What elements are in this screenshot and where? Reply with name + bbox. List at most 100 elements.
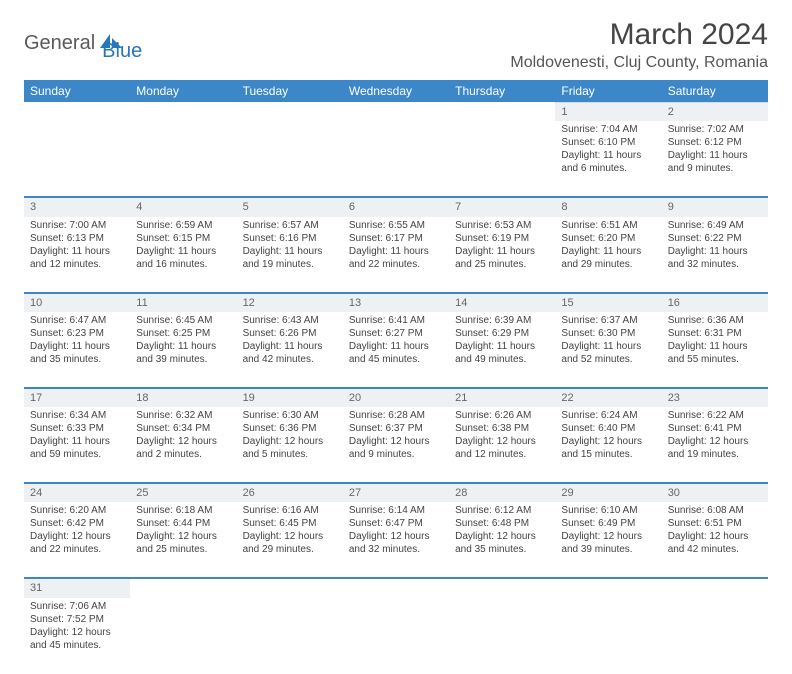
day-number-cell <box>343 578 449 597</box>
day-content-cell: Sunrise: 6:49 AMSunset: 6:22 PMDaylight:… <box>662 217 768 293</box>
daylight-text: Daylight: 11 hours and 45 minutes. <box>349 340 443 366</box>
daynum-row: 3456789 <box>24 197 768 216</box>
day-content-cell: Sunrise: 6:30 AMSunset: 6:36 PMDaylight:… <box>237 407 343 483</box>
day-number-cell: 18 <box>130 388 236 407</box>
weekday-header: Thursday <box>449 80 555 103</box>
daylight-text: Daylight: 11 hours and 19 minutes. <box>243 245 337 271</box>
day-number-cell: 13 <box>343 293 449 312</box>
sunset-text: Sunset: 6:42 PM <box>30 517 124 530</box>
day-number-cell <box>555 578 661 597</box>
day-content-cell: Sunrise: 6:14 AMSunset: 6:47 PMDaylight:… <box>343 502 449 578</box>
day-content-cell: Sunrise: 6:32 AMSunset: 6:34 PMDaylight:… <box>130 407 236 483</box>
page-header: General Blue March 2024 Moldovenesti, Cl… <box>24 18 768 72</box>
day-content-cell: Sunrise: 7:02 AMSunset: 6:12 PMDaylight:… <box>662 121 768 197</box>
day-content-cell: Sunrise: 6:55 AMSunset: 6:17 PMDaylight:… <box>343 217 449 293</box>
day-content-cell <box>130 598 236 674</box>
sunrise-text: Sunrise: 6:45 AM <box>136 314 230 327</box>
sunset-text: Sunset: 6:27 PM <box>349 327 443 340</box>
daylight-text: Daylight: 12 hours and 32 minutes. <box>349 530 443 556</box>
daynum-row: 31 <box>24 578 768 597</box>
day-content-cell: Sunrise: 6:22 AMSunset: 6:41 PMDaylight:… <box>662 407 768 483</box>
sunset-text: Sunset: 6:40 PM <box>561 422 655 435</box>
content-row: Sunrise: 6:20 AMSunset: 6:42 PMDaylight:… <box>24 502 768 578</box>
daylight-text: Daylight: 11 hours and 32 minutes. <box>668 245 762 271</box>
day-content-cell: Sunrise: 6:10 AMSunset: 6:49 PMDaylight:… <box>555 502 661 578</box>
day-number-cell: 31 <box>24 578 130 597</box>
day-content-cell: Sunrise: 6:47 AMSunset: 6:23 PMDaylight:… <box>24 312 130 388</box>
day-number-cell: 7 <box>449 197 555 216</box>
day-content-cell: Sunrise: 6:08 AMSunset: 6:51 PMDaylight:… <box>662 502 768 578</box>
daylight-text: Daylight: 11 hours and 49 minutes. <box>455 340 549 366</box>
sunset-text: Sunset: 6:23 PM <box>30 327 124 340</box>
daylight-text: Daylight: 11 hours and 29 minutes. <box>561 245 655 271</box>
sunrise-text: Sunrise: 6:36 AM <box>668 314 762 327</box>
day-content-cell: Sunrise: 6:24 AMSunset: 6:40 PMDaylight:… <box>555 407 661 483</box>
day-content-cell: Sunrise: 6:41 AMSunset: 6:27 PMDaylight:… <box>343 312 449 388</box>
sunrise-text: Sunrise: 6:12 AM <box>455 504 549 517</box>
sunrise-text: Sunrise: 6:28 AM <box>349 409 443 422</box>
day-content-cell: Sunrise: 6:43 AMSunset: 6:26 PMDaylight:… <box>237 312 343 388</box>
sunset-text: Sunset: 6:47 PM <box>349 517 443 530</box>
sunset-text: Sunset: 6:29 PM <box>455 327 549 340</box>
day-number-cell: 22 <box>555 388 661 407</box>
day-number-cell <box>130 578 236 597</box>
day-number-cell: 17 <box>24 388 130 407</box>
day-number-cell: 29 <box>555 483 661 502</box>
sunrise-text: Sunrise: 6:41 AM <box>349 314 443 327</box>
sunrise-text: Sunrise: 7:04 AM <box>561 123 655 136</box>
sunset-text: Sunset: 6:45 PM <box>243 517 337 530</box>
daylight-text: Daylight: 11 hours and 59 minutes. <box>30 435 124 461</box>
sunrise-text: Sunrise: 7:00 AM <box>30 219 124 232</box>
sunset-text: Sunset: 6:22 PM <box>668 232 762 245</box>
day-number-cell: 11 <box>130 293 236 312</box>
day-content-cell: Sunrise: 6:37 AMSunset: 6:30 PMDaylight:… <box>555 312 661 388</box>
daylight-text: Daylight: 12 hours and 45 minutes. <box>30 626 124 652</box>
day-number-cell: 8 <box>555 197 661 216</box>
day-number-cell: 20 <box>343 388 449 407</box>
weekday-header: Wednesday <box>343 80 449 103</box>
sunrise-text: Sunrise: 6:16 AM <box>243 504 337 517</box>
day-content-cell: Sunrise: 7:06 AMSunset: 7:52 PMDaylight:… <box>24 598 130 674</box>
day-number-cell: 3 <box>24 197 130 216</box>
sunset-text: Sunset: 6:33 PM <box>30 422 124 435</box>
sunset-text: Sunset: 6:31 PM <box>668 327 762 340</box>
day-content-cell: Sunrise: 6:26 AMSunset: 6:38 PMDaylight:… <box>449 407 555 483</box>
day-content-cell <box>24 121 130 197</box>
sunrise-text: Sunrise: 6:39 AM <box>455 314 549 327</box>
day-number-cell <box>24 103 130 122</box>
daylight-text: Daylight: 11 hours and 12 minutes. <box>30 245 124 271</box>
weekday-header: Monday <box>130 80 236 103</box>
weekday-header-row: SundayMondayTuesdayWednesdayThursdayFrid… <box>24 80 768 103</box>
content-row: Sunrise: 6:34 AMSunset: 6:33 PMDaylight:… <box>24 407 768 483</box>
sunset-text: Sunset: 6:34 PM <box>136 422 230 435</box>
day-content-cell: Sunrise: 6:39 AMSunset: 6:29 PMDaylight:… <box>449 312 555 388</box>
sunset-text: Sunset: 6:16 PM <box>243 232 337 245</box>
daylight-text: Daylight: 11 hours and 16 minutes. <box>136 245 230 271</box>
sunset-text: Sunset: 6:17 PM <box>349 232 443 245</box>
day-content-cell: Sunrise: 6:28 AMSunset: 6:37 PMDaylight:… <box>343 407 449 483</box>
day-number-cell: 30 <box>662 483 768 502</box>
day-content-cell: Sunrise: 6:57 AMSunset: 6:16 PMDaylight:… <box>237 217 343 293</box>
day-number-cell: 6 <box>343 197 449 216</box>
day-content-cell <box>449 121 555 197</box>
day-content-cell: Sunrise: 7:04 AMSunset: 6:10 PMDaylight:… <box>555 121 661 197</box>
sunrise-text: Sunrise: 6:22 AM <box>668 409 762 422</box>
content-row: Sunrise: 7:00 AMSunset: 6:13 PMDaylight:… <box>24 217 768 293</box>
day-content-cell: Sunrise: 7:00 AMSunset: 6:13 PMDaylight:… <box>24 217 130 293</box>
day-number-cell: 21 <box>449 388 555 407</box>
day-content-cell: Sunrise: 6:45 AMSunset: 6:25 PMDaylight:… <box>130 312 236 388</box>
sunrise-text: Sunrise: 6:43 AM <box>243 314 337 327</box>
day-content-cell <box>555 598 661 674</box>
sunset-text: Sunset: 6:25 PM <box>136 327 230 340</box>
day-number-cell: 26 <box>237 483 343 502</box>
day-number-cell <box>237 578 343 597</box>
sunrise-text: Sunrise: 6:53 AM <box>455 219 549 232</box>
sunset-text: Sunset: 6:13 PM <box>30 232 124 245</box>
day-content-cell: Sunrise: 6:59 AMSunset: 6:15 PMDaylight:… <box>130 217 236 293</box>
sunset-text: Sunset: 7:52 PM <box>30 613 124 626</box>
day-number-cell: 10 <box>24 293 130 312</box>
weekday-header: Saturday <box>662 80 768 103</box>
day-number-cell <box>662 578 768 597</box>
day-number-cell: 27 <box>343 483 449 502</box>
sunset-text: Sunset: 6:51 PM <box>668 517 762 530</box>
